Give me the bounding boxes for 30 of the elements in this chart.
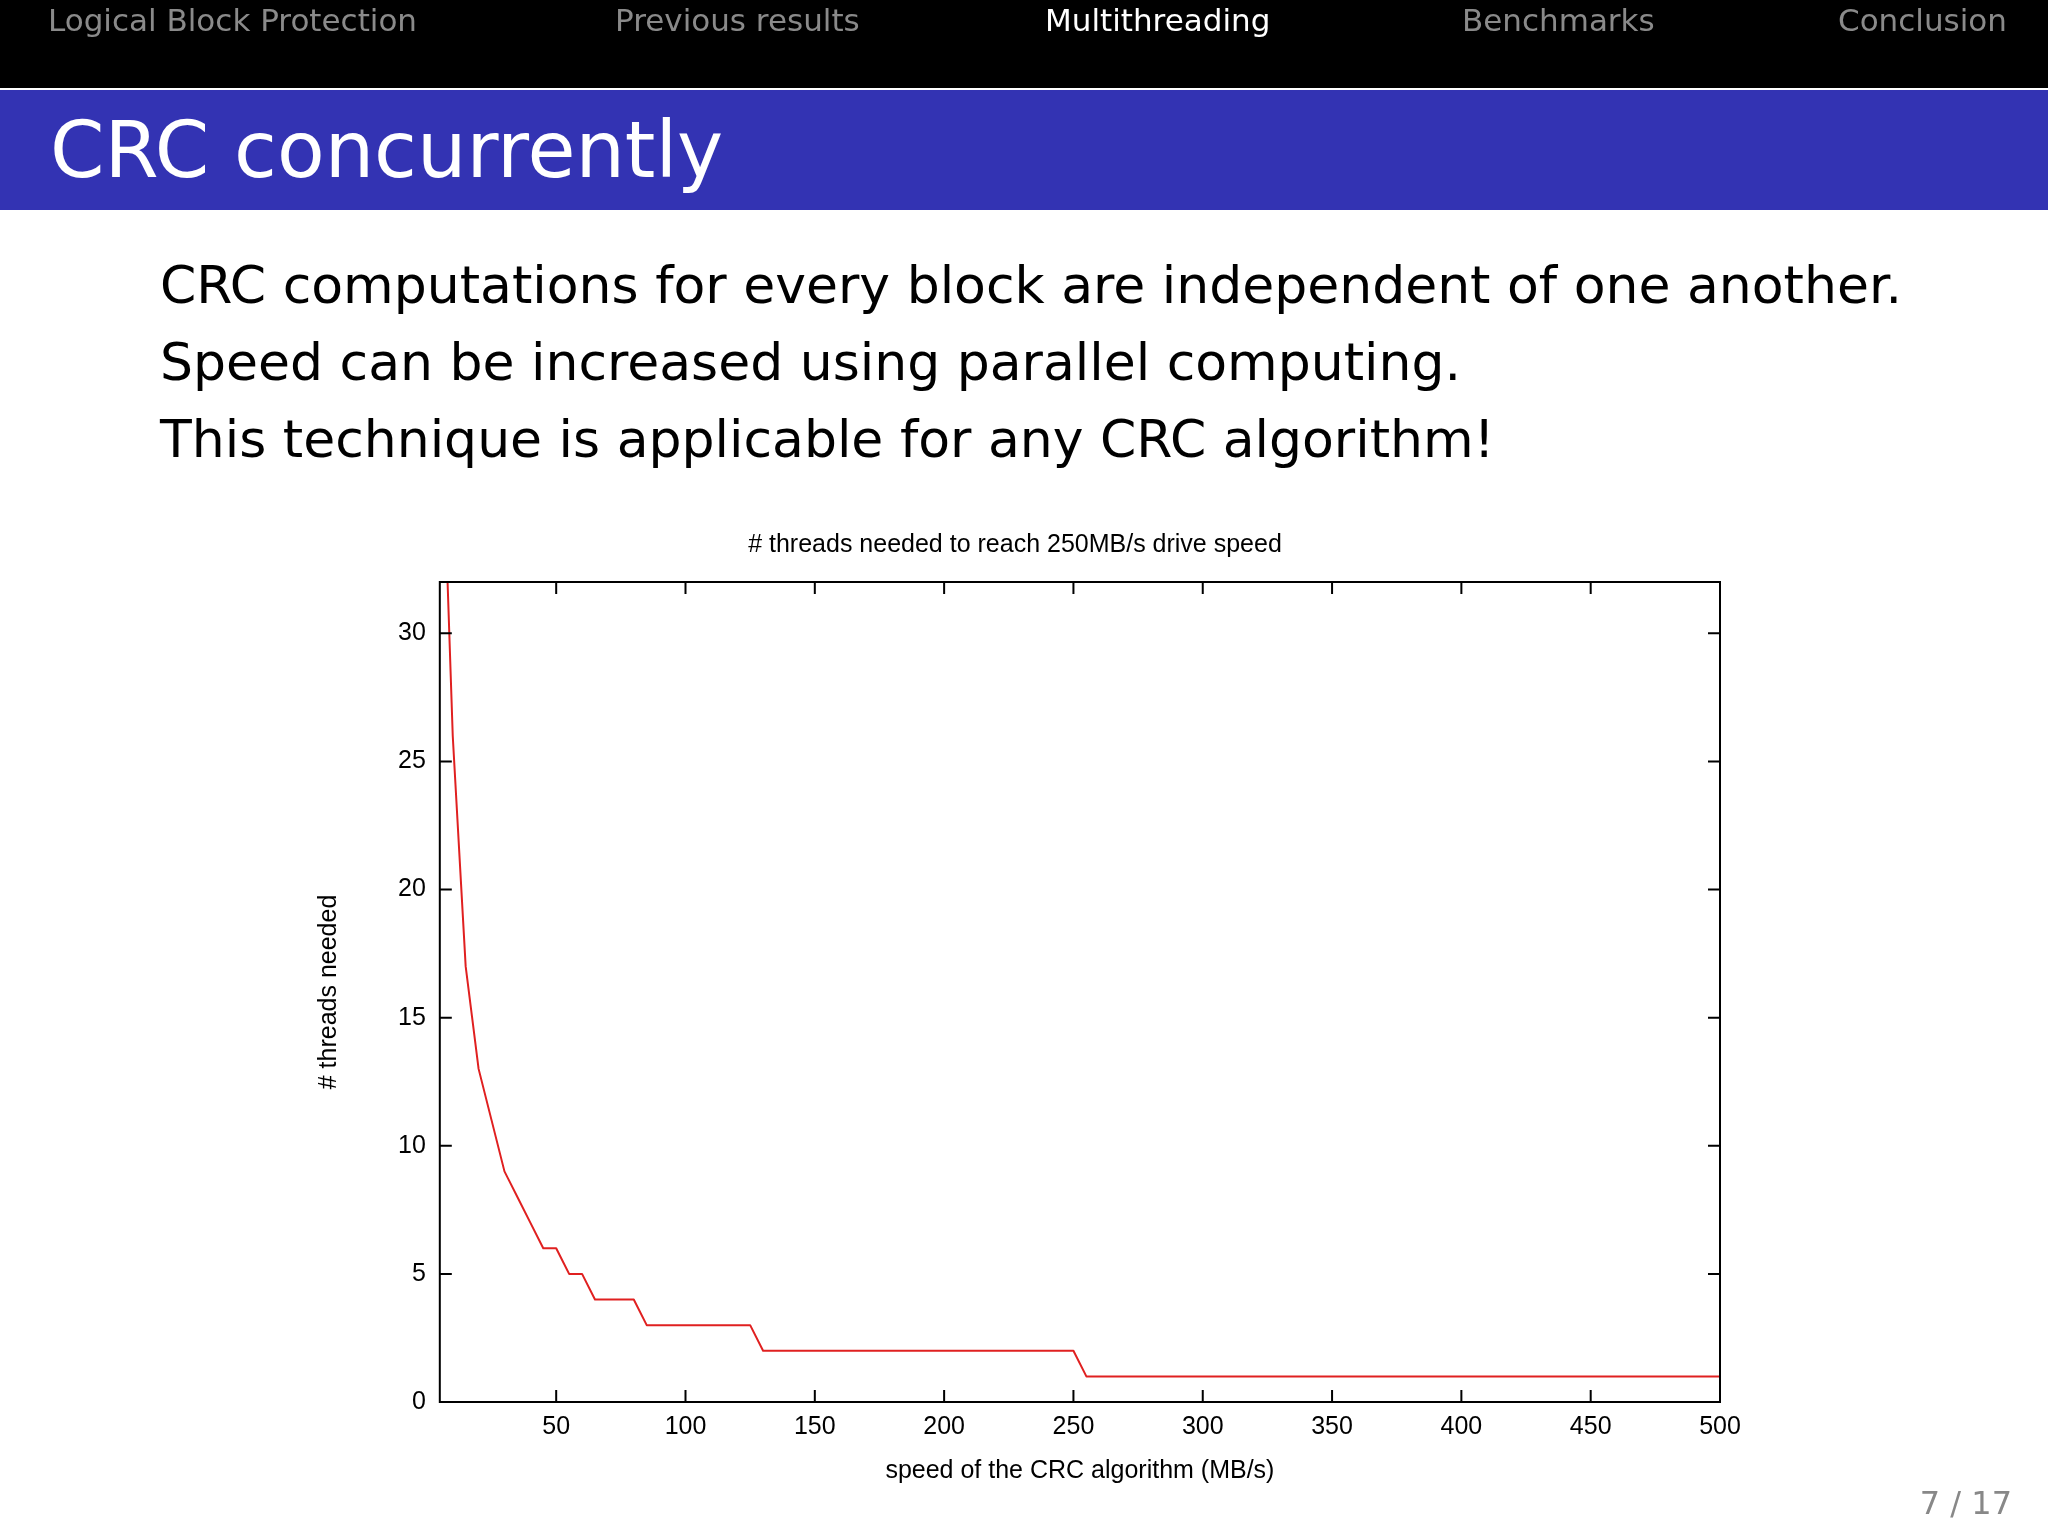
x-tick-label: 500 [1699, 1410, 1741, 1439]
y-tick-label: 20 [398, 873, 426, 902]
x-tick-label: 300 [1181, 1410, 1224, 1439]
text: Logical Block Protection [48, 2, 418, 38]
text: Benchmarks [1462, 2, 1655, 38]
x-tick-label: 250 [1052, 1410, 1095, 1439]
y-tick-label: 30 [398, 617, 426, 646]
text: 7 / 17 [1919, 1484, 2012, 1522]
x-tick-label: 200 [923, 1410, 965, 1439]
text: Multithreading [1045, 2, 1271, 38]
text: Speed can be increased using parallel computing. [160, 332, 1462, 392]
text: Conclusion [1838, 2, 2007, 38]
y-tick-label: 15 [398, 1001, 426, 1030]
text: CRC concurrently [50, 105, 724, 195]
y-tick-label: 25 [398, 745, 426, 774]
x-tick-label: 150 [793, 1410, 836, 1439]
x-tick-label: 50 [542, 1410, 571, 1439]
x-tick-label: 400 [1440, 1410, 1483, 1439]
text: CRC computations for every block are independent of one another. [160, 255, 1903, 315]
x-tick-label: 450 [1569, 1410, 1612, 1439]
y-axis-title: # threads needed [312, 894, 341, 1090]
y-tick-label: 5 [411, 1257, 426, 1286]
chart-title: # threads needed to reach 250MB/s drive speed [748, 528, 1282, 557]
y-tick-label: 0 [411, 1385, 426, 1414]
x-tick-label: 100 [664, 1410, 707, 1439]
x-axis-title: speed of the CRC algorithm (MB/s) [885, 1454, 1275, 1483]
y-tick-label: 10 [398, 1129, 426, 1158]
text: Previous results [615, 2, 860, 38]
x-tick-label: 350 [1311, 1410, 1353, 1439]
text: This technique is applicable for any CRC algorithm! [160, 409, 1495, 469]
